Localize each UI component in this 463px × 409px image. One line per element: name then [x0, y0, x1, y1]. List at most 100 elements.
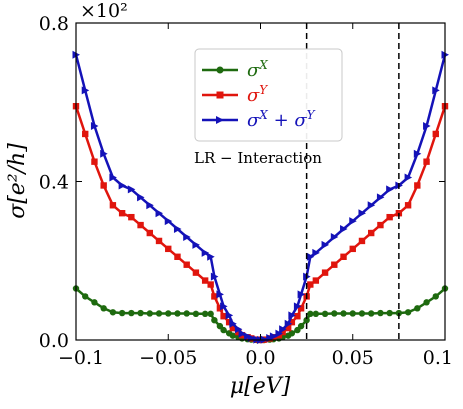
data-point-sigma-x-sigma-y: [269, 332, 278, 341]
data-point-sigma-x: [331, 310, 338, 317]
data-point-sigma-x-sigma-y: [90, 122, 99, 131]
data-point-sigma-x: [174, 310, 181, 317]
data-point-sigma-x-sigma-y: [118, 181, 127, 190]
data-point-sigma-x: [414, 305, 421, 312]
data-point-sigma-x: [109, 309, 117, 316]
data-point-sigma-x: [183, 310, 190, 317]
data-point-sigma-x: [368, 310, 375, 317]
data-point-sigma-x: [303, 316, 310, 324]
data-point-sigma-y: [432, 130, 439, 138]
data-point-sigma-y: [207, 281, 214, 288]
data-point-sigma-x-sigma-y: [155, 209, 164, 218]
data-point-sigma-x: [307, 310, 314, 318]
data-point-sigma-x-sigma-y: [146, 201, 154, 210]
annotation-lr-interaction: LR − Interaction: [194, 149, 322, 167]
data-point-sigma-x-sigma-y: [330, 232, 339, 241]
data-point-sigma-x: [288, 330, 296, 337]
data-point-sigma-x: [82, 293, 89, 300]
data-point-sigma-x: [404, 309, 412, 316]
data-point-sigma-y: [109, 202, 117, 209]
data-point-sigma-x: [358, 310, 366, 317]
data-point-sigma-x-sigma-y: [367, 201, 376, 210]
data-point-sigma-x: [297, 322, 305, 330]
data-point-sigma-y: [297, 305, 305, 312]
y-tick-label: 0.8: [39, 13, 69, 35]
data-point-sigma-y: [201, 277, 209, 284]
data-point-sigma-y: [211, 293, 218, 300]
data-point-sigma-x-sigma-y: [306, 252, 315, 261]
data-point-sigma-y: [288, 318, 296, 326]
data-point-sigma-y: [340, 253, 347, 260]
legend-marker-sigma-y: [216, 91, 224, 99]
data-point-sigma-y: [377, 221, 384, 229]
data-point-sigma-y: [220, 313, 227, 320]
legend-label-sigma-sum: σX + σY: [247, 108, 316, 131]
x-tick-label: −0.1: [58, 347, 104, 369]
y-multiplier: ×10²: [80, 0, 128, 22]
data-point-sigma-x-sigma-y: [238, 329, 247, 338]
data-point-sigma-y: [235, 328, 242, 336]
data-point-sigma-y: [404, 202, 412, 209]
data-point-sigma-y: [349, 245, 356, 253]
data-point-sigma-y: [386, 213, 393, 221]
data-point-sigma-x: [229, 332, 237, 339]
data-point-sigma-y: [414, 182, 421, 189]
data-point-sigma-y: [137, 221, 144, 229]
data-point-sigma-x-sigma-y: [201, 248, 210, 257]
x-tick-label: 0.05: [332, 347, 374, 369]
data-point-sigma-x: [377, 309, 384, 317]
data-point-sigma-x: [321, 310, 329, 318]
data-point-sigma-x-sigma-y: [275, 329, 283, 338]
data-point-sigma-y: [284, 324, 292, 332]
data-point-sigma-y: [216, 305, 224, 312]
data-point-sigma-x-sigma-y: [358, 209, 366, 218]
data-point-sigma-x-sigma-y: [127, 185, 136, 194]
data-point-sigma-x: [349, 310, 356, 317]
legend: σX σY σX + σY: [194, 48, 343, 142]
x-tick-label: −0.05: [139, 347, 197, 369]
data-point-sigma-x: [312, 310, 320, 318]
data-point-sigma-x-sigma-y: [312, 248, 320, 257]
data-point-sigma-y: [165, 245, 172, 253]
data-point-sigma-x-sigma-y: [297, 290, 306, 299]
data-point-sigma-x: [128, 309, 135, 317]
data-point-sigma-x: [340, 310, 347, 317]
data-point-sigma-x: [155, 310, 163, 317]
data-point-sigma-x: [146, 310, 153, 317]
data-point-sigma-x-sigma-y: [432, 86, 440, 95]
data-point-sigma-y: [331, 261, 338, 268]
data-point-sigma-x: [192, 310, 200, 318]
x-tick-label: 0.0: [245, 347, 275, 369]
data-point-sigma-y: [307, 281, 314, 288]
data-point-sigma-x-sigma-y: [423, 122, 431, 131]
data-point-sigma-x-sigma-y: [210, 272, 219, 281]
data-point-sigma-x-sigma-y: [279, 325, 287, 334]
data-point-sigma-x-sigma-y: [216, 290, 224, 299]
data-point-sigma-y: [368, 229, 375, 237]
data-point-sigma-y: [100, 182, 107, 189]
legend-box: [194, 48, 343, 142]
legend-marker-sigma-sum: [216, 116, 224, 124]
data-point-sigma-x: [423, 299, 430, 306]
data-point-sigma-y: [174, 253, 181, 260]
data-point-sigma-x: [207, 310, 214, 318]
data-point-sigma-x-sigma-y: [164, 217, 173, 226]
data-point-sigma-x-sigma-y: [340, 225, 348, 234]
data-point-sigma-x-sigma-y: [192, 240, 200, 249]
data-point-sigma-x-sigma-y: [234, 325, 243, 334]
data-point-sigma-x-sigma-y: [109, 173, 117, 182]
y-tick-label: 0.4: [39, 172, 69, 194]
data-point-sigma-x: [100, 305, 107, 312]
data-point-sigma-y: [118, 210, 126, 217]
data-point-sigma-x-sigma-y: [404, 173, 413, 182]
data-point-sigma-y: [279, 328, 286, 336]
data-point-sigma-x-sigma-y: [207, 252, 215, 261]
data-point-sigma-x-sigma-y: [349, 217, 357, 226]
data-point-sigma-y: [146, 229, 153, 237]
legend-marker-sigma-x: [216, 66, 224, 74]
y-axis-label: σ[e²/h]: [5, 143, 30, 219]
data-point-sigma-y: [225, 318, 233, 326]
data-point-sigma-y: [294, 313, 301, 320]
tick-layer: −0.1 −0.05 0.0 0.05 0.1 0.0 0.4 0.8: [39, 13, 453, 369]
